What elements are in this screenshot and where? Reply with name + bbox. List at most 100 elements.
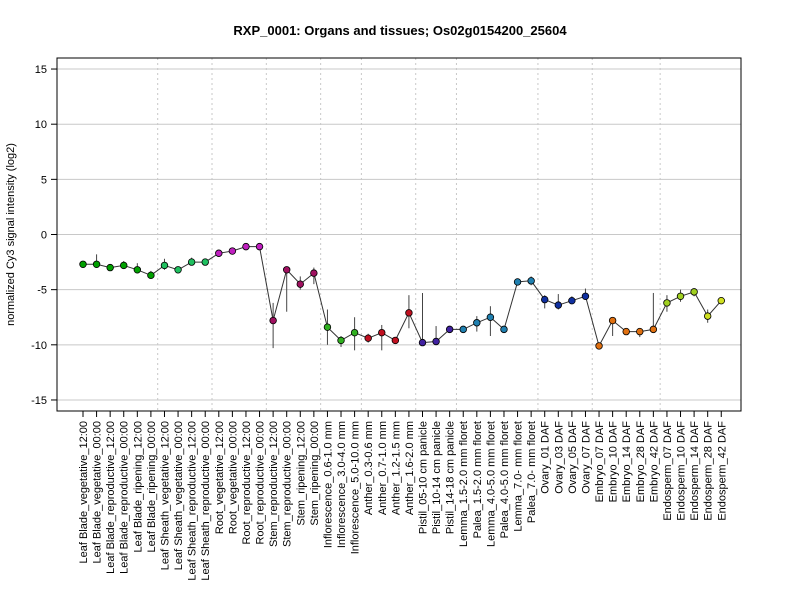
y-tick-label: 5: [41, 174, 47, 186]
data-point: [174, 266, 182, 274]
data-point: [690, 288, 698, 296]
data-point: [120, 261, 128, 270]
x-tick-label: Ovary_07 DAF: [580, 421, 592, 494]
data-point: [160, 261, 169, 270]
x-tick-label: Leaf Blade_reproductive_12:00: [105, 421, 117, 574]
data-point: [255, 242, 264, 251]
x-tick-label: Ovary_01 DAF: [540, 421, 552, 494]
x-tick-label: Embryo_07 DAF: [594, 421, 606, 503]
data-point: [663, 299, 671, 307]
x-tick-label: Stem_reproductive_00:00: [282, 421, 294, 547]
data-point: [717, 296, 725, 305]
x-tick-label: Root_reproductive_00:00: [255, 421, 267, 545]
x-tick-label: Leaf Blade_ripening_12:00: [132, 421, 144, 553]
x-tick-label: Endosperm_10 DAF: [676, 421, 688, 521]
x-tick-label: Anther_0.7-1.0 mm: [377, 421, 389, 515]
x-tick-label: Leaf Sheath_vegetative_12:00: [159, 421, 171, 570]
y-tick-label: 0: [41, 230, 47, 242]
data-point: [242, 242, 250, 251]
data-point: [133, 266, 142, 274]
data-point: [676, 292, 685, 300]
y-tick-label: -5: [37, 285, 47, 297]
data-point: [283, 266, 291, 274]
x-tick-label: Ovary_03 DAF: [553, 421, 565, 494]
data-point: [554, 301, 562, 309]
y-tick-label: -15: [31, 395, 47, 407]
data-point: [527, 277, 535, 285]
x-tick-label: Anther_1.2-1.5 mm: [390, 421, 402, 515]
data-point: [405, 309, 413, 317]
x-tick-label: Leaf Sheath_reproductive_00:00: [200, 421, 212, 581]
x-tick-label: Stem_ripening_12:00: [295, 421, 307, 526]
y-tick-label: 10: [35, 119, 47, 131]
x-tick-label: Ovary_05 DAF: [567, 421, 579, 494]
data-point: [581, 292, 590, 300]
data-point: [486, 313, 495, 321]
data-point: [187, 258, 196, 266]
x-tick-label: Leaf Blade_ripening_00:00: [146, 421, 158, 553]
x-tick-label: Endosperm_14 DAF: [689, 421, 701, 521]
data-point: [608, 316, 617, 325]
x-tick-label: Lemma_7.0- mm floret: [513, 421, 525, 532]
data-point: [92, 260, 101, 268]
x-tick-label: Inflorescence_5.0-10.0 mm: [350, 421, 362, 554]
data-point: [147, 271, 155, 280]
x-tick-label: Leaf Sheath_reproductive_12:00: [187, 421, 199, 581]
x-tick-label: Stem_ripening_00:00: [309, 421, 321, 526]
x-tick-label: Pistil_05-10 cm panicle: [418, 421, 430, 534]
x-tick-label: Stem_reproductive_12:00: [268, 421, 280, 547]
data-point: [296, 280, 304, 288]
data-point: [378, 328, 386, 337]
data-point: [636, 327, 644, 336]
data-point: [106, 263, 114, 272]
data-point: [215, 249, 223, 257]
data-point: [228, 247, 237, 255]
x-tick-label: Pistil_10-14 cm panicle: [431, 421, 443, 534]
x-tick-label: Embryo_14 DAF: [621, 421, 633, 503]
x-tick-label: Embryo_42 DAF: [648, 421, 660, 503]
data-points: [79, 242, 725, 350]
y-tick-label: -10: [31, 340, 47, 352]
data-point: [459, 325, 467, 334]
data-point: [79, 260, 87, 268]
data-point: [622, 327, 630, 336]
x-tick-label: Leaf Blade_vegetative_00:00: [92, 421, 104, 564]
x-tick-label: Embryo_10 DAF: [608, 421, 620, 503]
data-point: [595, 342, 603, 350]
x-tick-label: Leaf Sheath_vegetative_00:00: [173, 421, 185, 570]
data-point: [350, 328, 359, 337]
x-tick-label: Palea_1.5-2.0 mm floret: [472, 421, 484, 538]
x-tick-label: Palea_7.0- mm floret: [526, 421, 538, 523]
x-tick-label: Anther_0.3-0.6 mm: [363, 421, 375, 515]
data-point: [337, 336, 345, 345]
data-point: [703, 312, 712, 320]
data-point: [418, 338, 427, 347]
x-tick-label: Endosperm_28 DAF: [703, 421, 715, 521]
x-tick-label: Root_reproductive_12:00: [241, 421, 253, 545]
data-point: [310, 269, 318, 277]
data-point: [364, 334, 372, 342]
grid: [57, 68, 741, 401]
x-tick-label: Leaf Blade_reproductive_00:00: [119, 421, 131, 574]
data-point: [513, 278, 522, 286]
x-tick-label: Lemma_1.5-2.0 mm floret: [458, 421, 470, 547]
x-tick-label: Lemma_4.0-5.0 mm floret: [485, 421, 497, 547]
data-point: [541, 295, 549, 304]
x-tick-label: Inflorescence_0.6-1.0 mm: [322, 421, 334, 548]
data-point: [323, 323, 332, 331]
x-tick-label: Root_vegetative_12:00: [214, 421, 226, 534]
x-tick-label: Anther_1.6-2.0 mm: [404, 421, 416, 515]
x-tick-label: Endosperm_42 DAF: [716, 421, 728, 521]
data-point: [568, 296, 576, 305]
y-axis-title: normalized Cy3 signal intensity (log2): [5, 143, 17, 326]
y-axis: -15 -10 -5 0 5 10 15: [31, 64, 57, 407]
data-point: [201, 258, 209, 266]
x-tick-label: Inflorescence_3.0-4.0 mm: [336, 421, 348, 548]
data-point: [269, 316, 277, 325]
group-separators: [157, 58, 661, 411]
data-point: [500, 325, 508, 334]
x-tick-label: Palea_4.0-5.0 mm floret: [499, 421, 511, 538]
data-point: [432, 337, 440, 346]
data-point: [473, 319, 481, 327]
